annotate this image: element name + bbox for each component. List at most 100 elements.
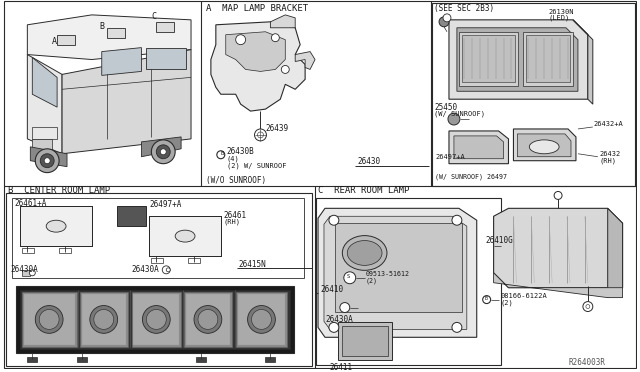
Polygon shape xyxy=(513,129,576,161)
Circle shape xyxy=(40,154,54,168)
Circle shape xyxy=(282,65,289,73)
Bar xyxy=(524,32,573,86)
Circle shape xyxy=(151,140,175,164)
Bar xyxy=(462,35,515,82)
Polygon shape xyxy=(28,55,62,154)
Circle shape xyxy=(143,305,170,333)
Circle shape xyxy=(198,310,218,329)
Circle shape xyxy=(255,129,266,141)
Bar xyxy=(338,323,392,360)
Bar xyxy=(32,139,52,149)
Polygon shape xyxy=(147,48,186,70)
Polygon shape xyxy=(226,32,285,71)
Circle shape xyxy=(271,34,279,42)
Bar xyxy=(82,294,125,345)
Circle shape xyxy=(439,17,449,27)
Text: 26497+A: 26497+A xyxy=(435,154,465,160)
Circle shape xyxy=(583,302,593,311)
Circle shape xyxy=(39,310,59,329)
Ellipse shape xyxy=(348,241,382,265)
Bar xyxy=(20,206,92,246)
Text: B  CENTER ROOM LAMP: B CENTER ROOM LAMP xyxy=(8,186,109,195)
Text: C  REAR ROOM LAMP: C REAR ROOM LAMP xyxy=(318,186,410,195)
Circle shape xyxy=(452,215,462,225)
Text: 26130N: 26130N xyxy=(548,9,573,15)
Polygon shape xyxy=(30,147,67,167)
Text: 26461+A: 26461+A xyxy=(15,199,47,208)
Polygon shape xyxy=(493,208,623,288)
Circle shape xyxy=(90,305,118,333)
Bar xyxy=(188,258,200,263)
Polygon shape xyxy=(454,136,504,159)
Text: A  MAP LAMP BRACKET: A MAP LAMP BRACKET xyxy=(206,4,308,13)
Polygon shape xyxy=(62,49,191,154)
Polygon shape xyxy=(493,273,623,298)
Circle shape xyxy=(163,266,170,274)
Ellipse shape xyxy=(46,220,66,232)
Bar xyxy=(149,216,221,256)
Polygon shape xyxy=(517,134,571,157)
Polygon shape xyxy=(324,216,467,329)
Bar xyxy=(237,294,285,345)
Circle shape xyxy=(248,305,275,333)
Text: (LED): (LED) xyxy=(548,15,570,21)
Circle shape xyxy=(443,14,451,22)
Bar xyxy=(20,206,92,246)
Circle shape xyxy=(147,310,166,329)
Bar xyxy=(186,294,230,345)
Bar xyxy=(131,292,181,347)
Bar xyxy=(20,290,290,349)
Circle shape xyxy=(257,132,264,138)
Circle shape xyxy=(586,305,590,308)
Text: (RH): (RH) xyxy=(224,219,241,225)
Circle shape xyxy=(340,302,350,312)
Bar xyxy=(151,258,163,263)
Polygon shape xyxy=(28,15,191,60)
Text: 26410: 26410 xyxy=(320,285,343,294)
Bar xyxy=(12,198,304,278)
Circle shape xyxy=(94,310,114,329)
Circle shape xyxy=(194,305,222,333)
Bar xyxy=(149,216,221,256)
Text: (SEE SEC 2B3): (SEE SEC 2B3) xyxy=(434,4,494,13)
Text: 26430A: 26430A xyxy=(325,315,353,324)
Ellipse shape xyxy=(175,230,195,242)
Bar xyxy=(59,248,71,253)
Circle shape xyxy=(35,149,59,173)
Circle shape xyxy=(217,151,225,159)
Bar xyxy=(6,193,312,366)
Polygon shape xyxy=(608,208,623,298)
Bar xyxy=(80,292,127,347)
Text: 26430A: 26430A xyxy=(131,265,159,274)
Bar xyxy=(526,35,570,82)
Text: B: B xyxy=(484,296,487,301)
Text: (2): (2) xyxy=(365,278,378,284)
Circle shape xyxy=(344,272,356,284)
Bar xyxy=(77,357,87,362)
Bar xyxy=(57,35,75,45)
Ellipse shape xyxy=(342,235,387,270)
Bar xyxy=(107,28,125,38)
Bar xyxy=(266,357,275,362)
Circle shape xyxy=(156,145,170,159)
Text: 26430A: 26430A xyxy=(10,265,38,274)
Bar xyxy=(28,357,37,362)
Text: 25450: 25450 xyxy=(434,103,457,112)
Bar xyxy=(316,198,500,365)
Polygon shape xyxy=(141,137,181,157)
Polygon shape xyxy=(22,270,30,276)
Circle shape xyxy=(554,192,562,199)
Bar xyxy=(22,292,77,347)
Text: B: B xyxy=(220,151,223,156)
Circle shape xyxy=(252,310,271,329)
Polygon shape xyxy=(573,20,593,104)
Circle shape xyxy=(329,215,339,225)
Circle shape xyxy=(329,323,339,332)
Circle shape xyxy=(236,35,246,45)
Circle shape xyxy=(44,158,50,164)
Text: 26410G: 26410G xyxy=(486,235,513,244)
Bar xyxy=(342,326,388,356)
Text: B: B xyxy=(100,22,105,31)
Bar xyxy=(116,206,147,226)
Text: (2) W/ SUNROOF: (2) W/ SUNROOF xyxy=(227,163,286,169)
